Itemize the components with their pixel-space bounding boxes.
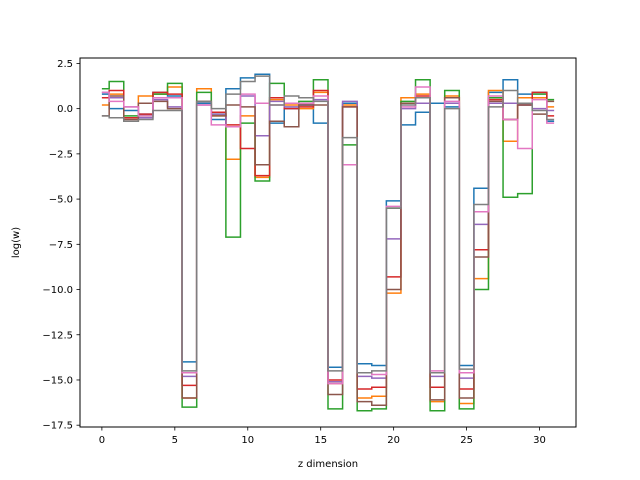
x-tick-label: 0 [99,435,105,446]
y-axis-label: log(w) [11,227,22,258]
y-tick-label: −7.5 [49,240,73,251]
y-tick-label: −15.0 [42,375,73,386]
y-tick-label: −5.0 [49,195,73,206]
y-axis-ticks: 2.5 0.0 −2.5 −5.0 −7.5 −10.0 −12.5 −15.0 −17.5 [42,59,80,432]
y-tick-label: −17.5 [42,421,73,432]
y-tick-label: 2.5 [57,59,73,70]
x-tick-label: 5 [172,435,178,446]
x-axis-ticks: 0 5 10 15 20 25 30 [99,427,546,446]
x-tick-label: 25 [460,435,473,446]
y-tick-label: −10.0 [42,285,73,296]
series-line-6 [101,95,555,407]
plot-area [101,73,555,412]
y-tick-label: −2.5 [49,149,73,160]
x-tick-label: 20 [387,435,400,446]
axes-frame [79,57,577,428]
y-tick-label: −12.5 [42,330,73,341]
series-line-8 [101,75,555,374]
x-axis-label: z dimension [298,459,358,470]
y-tick-label: 0.0 [57,104,73,115]
x-tick-label: 30 [533,435,546,446]
x-tick-label: 15 [314,435,327,446]
x-tick-label: 10 [241,435,254,446]
